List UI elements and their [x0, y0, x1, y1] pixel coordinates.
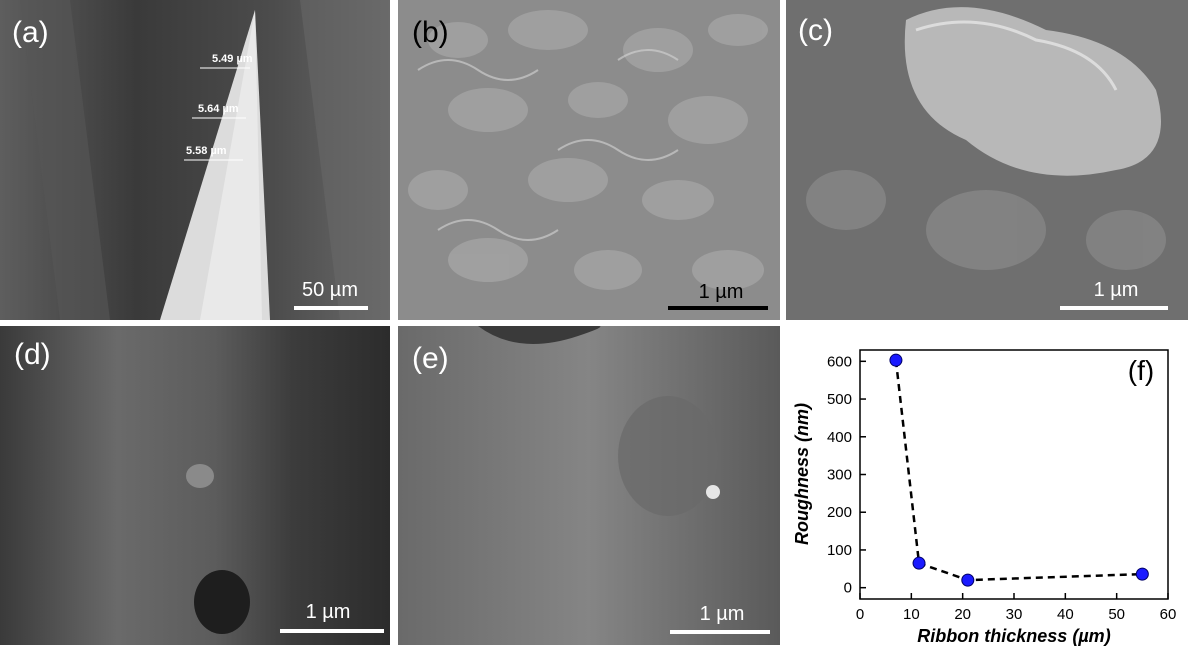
x-tick-label: 0	[856, 606, 864, 623]
series-line	[894, 360, 1143, 582]
panel-d-sem-image: (d) 1 µm	[0, 326, 390, 645]
x-tick-label: 30	[1006, 606, 1023, 623]
plot-frame	[859, 349, 1169, 600]
y-tick-label: 400	[827, 429, 852, 446]
panel-b-scale-bar	[668, 306, 768, 310]
data-point	[912, 556, 926, 570]
panel-d-scale-text: 1 µm	[305, 601, 351, 623]
panel-a-label: (a)	[12, 16, 49, 49]
panel-d-label: (d)	[14, 338, 51, 371]
panel-b-scale-text: 1 µm	[698, 281, 744, 303]
panel-a-texture	[0, 0, 390, 320]
data-point	[889, 353, 903, 367]
x-tick-label: 40	[1057, 606, 1074, 623]
panel-f-label: (f)	[1128, 355, 1154, 386]
y-tick-label: 200	[827, 504, 852, 521]
roughness-chart: 0 100 200 300 400 500 600 0 10 20 30 40 50 60 (f) Ri…	[792, 349, 1177, 646]
panel-e-scale-text: 1 µm	[699, 603, 745, 625]
panel-c-sem-image: (c) 1 µm	[786, 0, 1188, 320]
x-tick-label: 20	[954, 606, 971, 623]
panel-c-label: (c)	[798, 14, 833, 47]
thickness-label-3: 5.58 µm	[186, 145, 227, 157]
panel-b-texture	[398, 0, 780, 320]
panel-e-scale-bar	[670, 630, 770, 634]
data-point	[1135, 567, 1149, 581]
data-point	[961, 573, 975, 587]
panel-e-label: (e)	[412, 342, 449, 375]
panel-a-sem-image: 5.49 µm 5.64 µm 5.58 µm (a) 50 µm	[0, 0, 390, 320]
x-tick-label: 60	[1160, 606, 1177, 623]
panel-e-sem-image: (e) 1 µm	[398, 326, 780, 645]
thickness-label-2: 5.64 µm	[198, 103, 239, 115]
panel-e-texture	[398, 326, 780, 645]
y-tick-label: 300	[827, 467, 852, 484]
y-tick-label: 0	[844, 580, 852, 597]
y-axis-label: Roughness (nm)	[792, 403, 812, 545]
x-tick-label: 50	[1108, 606, 1125, 623]
x-tick-label: 10	[903, 606, 920, 623]
panel-b-sem-image: (b) 1 µm	[398, 0, 780, 320]
thickness-label-1: 5.49 µm	[212, 53, 253, 65]
panel-d-texture	[0, 326, 390, 645]
panel-c-scale-text: 1 µm	[1093, 279, 1139, 301]
panel-c-scale-bar	[1060, 306, 1168, 310]
x-axis-label: Ribbon thickness (µm)	[917, 626, 1110, 646]
panel-a-scale-text: 50 µm	[302, 279, 358, 301]
y-tick-label: 100	[827, 542, 852, 559]
panel-d-scale-bar	[280, 629, 384, 633]
y-tick-label: 500	[827, 391, 852, 408]
y-tick-label: 600	[827, 353, 852, 370]
panel-f-chart: 0 100 200 300 400 500 600 0 10 20 30 40 50 60 (f) Ri…	[786, 324, 1188, 651]
panel-a-scale-bar	[294, 306, 368, 310]
panel-c-texture	[786, 0, 1188, 320]
panel-b-label: (b)	[412, 16, 449, 49]
